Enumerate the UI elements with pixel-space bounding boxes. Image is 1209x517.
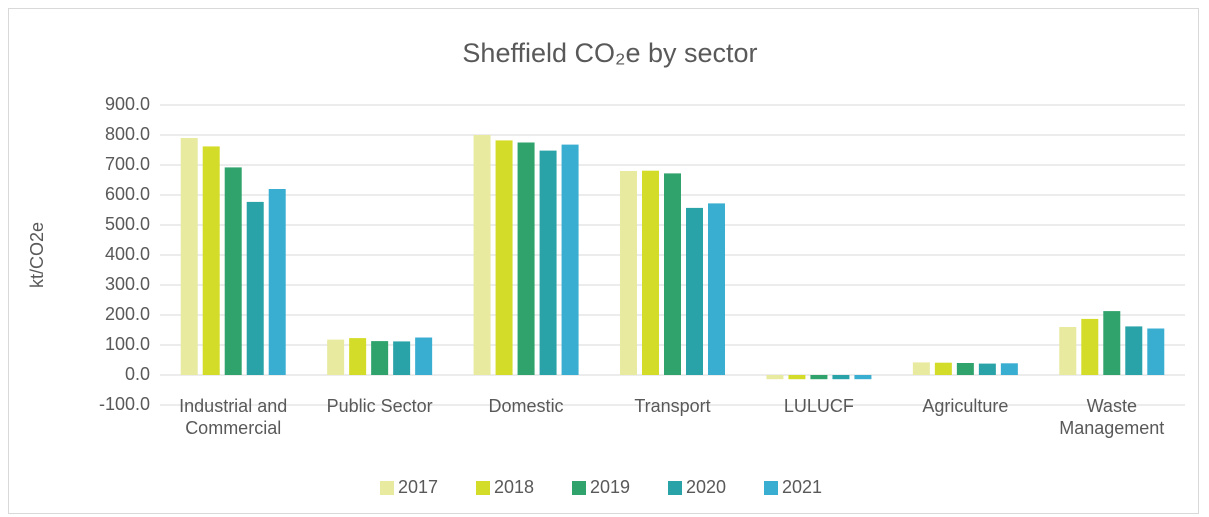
y-tick-label: 800.0 xyxy=(105,124,150,144)
x-tick-label: Waste Management xyxy=(1059,396,1165,438)
legend-label: 2020 xyxy=(686,477,726,497)
legend-label: 2019 xyxy=(590,477,630,497)
bar xyxy=(473,135,491,375)
bar xyxy=(788,375,806,380)
x-tick-label: Public Sector xyxy=(326,396,433,416)
y-tick-label: -100.0 xyxy=(99,394,150,414)
legend-label: 2021 xyxy=(782,477,822,497)
bar xyxy=(246,201,264,375)
bar xyxy=(642,170,659,375)
bar xyxy=(349,338,367,375)
legend-label: 2018 xyxy=(494,477,534,497)
bar xyxy=(1059,327,1077,375)
bar xyxy=(561,144,579,375)
y-tick-label: 0.0 xyxy=(125,364,150,384)
y-tick-label: 200.0 xyxy=(105,304,150,324)
bar xyxy=(912,362,930,375)
x-tick-label: Transport xyxy=(634,396,711,416)
legend-label: 2017 xyxy=(398,477,438,497)
bar xyxy=(1103,311,1121,375)
bar xyxy=(1081,318,1099,375)
bar xyxy=(224,167,242,375)
bar xyxy=(664,173,681,375)
bar xyxy=(371,341,389,375)
bar xyxy=(810,375,828,380)
bar xyxy=(268,189,286,375)
x-tick-label: Industrial and Commercial xyxy=(179,396,288,438)
bar xyxy=(180,138,198,375)
y-tick-label: 100.0 xyxy=(105,334,150,354)
x-tick-label: Agriculture xyxy=(922,396,1009,416)
legend-swatch xyxy=(476,481,490,495)
bar xyxy=(708,203,725,375)
y-tick-label: 400.0 xyxy=(105,244,150,264)
x-tick-label: Domestic xyxy=(488,396,564,416)
bar xyxy=(686,207,703,375)
bar xyxy=(1000,363,1018,375)
legend-swatch xyxy=(668,481,682,495)
bar xyxy=(620,171,637,375)
bar xyxy=(1147,328,1165,375)
y-tick-label: 700.0 xyxy=(105,154,150,174)
x-tick-label: LULUCF xyxy=(783,396,854,416)
y-axis-title: kt/CO2e xyxy=(27,222,47,288)
bar xyxy=(832,375,850,380)
legend-swatch xyxy=(764,481,778,495)
bar xyxy=(1125,326,1143,375)
chart-title: Sheffield CO₂e by sector xyxy=(462,38,757,68)
bar xyxy=(934,362,952,375)
bar xyxy=(854,375,872,380)
y-tick-label: 300.0 xyxy=(105,274,150,294)
bar xyxy=(495,140,513,375)
bar xyxy=(956,363,974,375)
bar xyxy=(393,341,411,375)
y-tick-label: 600.0 xyxy=(105,184,150,204)
bar xyxy=(539,150,557,375)
bar xyxy=(517,142,535,375)
y-tick-label: 500.0 xyxy=(105,214,150,234)
legend-swatch xyxy=(572,481,586,495)
y-tick-label: 900.0 xyxy=(105,94,150,114)
bar xyxy=(766,375,784,380)
bar xyxy=(978,363,996,375)
bar xyxy=(415,337,433,375)
legend-swatch xyxy=(380,481,394,495)
bar xyxy=(202,146,220,375)
bar xyxy=(327,339,345,375)
